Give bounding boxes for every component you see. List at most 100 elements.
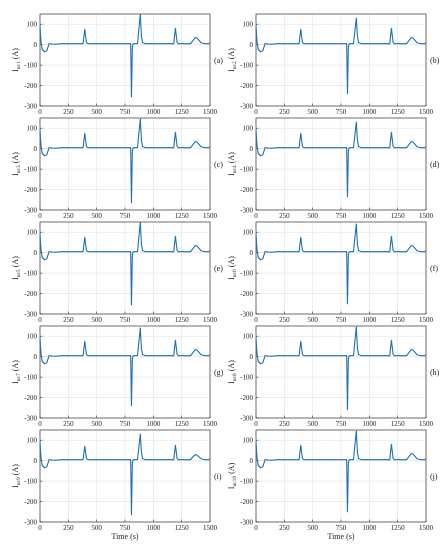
y-axis-label-main: I bbox=[227, 69, 236, 72]
x-tick-label: 500 bbox=[307, 420, 318, 428]
y-tick-label: 100 bbox=[27, 437, 38, 445]
y-axis-label-unit: (A) bbox=[227, 48, 236, 61]
panel-tag: (h) bbox=[430, 368, 440, 377]
series-line bbox=[39, 327, 210, 407]
panel-tag: (j) bbox=[430, 472, 438, 481]
x-tick-label: 1000 bbox=[146, 212, 161, 220]
x-axis-label: Time (s) bbox=[327, 532, 354, 541]
x-tick-label: 250 bbox=[63, 420, 74, 428]
y-tick-label: -300 bbox=[24, 206, 37, 214]
y-axis-label-subscript: uc1 bbox=[16, 61, 22, 69]
y-tick-label: 0 bbox=[250, 145, 254, 153]
y-axis-label-unit: (A) bbox=[11, 48, 20, 61]
y-tick-label: -300 bbox=[24, 518, 37, 526]
y-tick-label: -200 bbox=[24, 186, 37, 194]
x-tick-label: 500 bbox=[307, 108, 318, 116]
x-tick-label: 1250 bbox=[175, 524, 190, 532]
x-tick-label: 1500 bbox=[419, 524, 434, 532]
y-axis-label: Iuc8 (A) bbox=[227, 360, 238, 384]
series-line bbox=[255, 17, 426, 95]
x-tick-label: 500 bbox=[91, 108, 102, 116]
panel-tag: (a) bbox=[214, 56, 223, 65]
y-axis-label-main: I bbox=[11, 381, 20, 384]
y-tick-label: -100 bbox=[24, 477, 37, 485]
y-tick-label: -100 bbox=[240, 165, 253, 173]
x-tick-label: 0 bbox=[254, 212, 258, 220]
y-tick-label: -200 bbox=[240, 186, 253, 194]
y-tick-label: -300 bbox=[24, 102, 37, 110]
y-tick-label: 100 bbox=[243, 333, 254, 341]
x-tick-label: 250 bbox=[279, 316, 290, 324]
x-tick-label: 1250 bbox=[391, 212, 406, 220]
y-tick-label: -100 bbox=[24, 373, 37, 381]
x-tick-label: 0 bbox=[38, 524, 42, 532]
y-axis-label-unit: (A) bbox=[11, 256, 20, 269]
y-tick-label: -200 bbox=[24, 290, 37, 298]
y-tick-label: 100 bbox=[27, 125, 38, 133]
y-axis-label-subscript: uc5 bbox=[16, 269, 22, 277]
y-tick-label: -200 bbox=[24, 82, 37, 90]
x-tick-label: 750 bbox=[336, 524, 347, 532]
x-tick-label: 1250 bbox=[175, 420, 190, 428]
y-tick-label: 100 bbox=[243, 21, 254, 29]
x-tick-label: 0 bbox=[38, 108, 42, 116]
series-line bbox=[39, 221, 210, 306]
x-tick-label: 750 bbox=[336, 108, 347, 116]
y-tick-label: 100 bbox=[243, 125, 254, 133]
x-tick-label: 1500 bbox=[203, 108, 218, 116]
x-tick-label: 1250 bbox=[391, 316, 406, 324]
y-tick-label: -100 bbox=[240, 477, 253, 485]
x-tick-label: 500 bbox=[91, 524, 102, 532]
x-tick-label: 0 bbox=[38, 420, 42, 428]
y-axis-label-unit: (A) bbox=[227, 256, 236, 269]
x-tick-label: 750 bbox=[336, 316, 347, 324]
y-axis-label-main: I bbox=[227, 277, 236, 280]
y-tick-label: 0 bbox=[34, 457, 38, 465]
panel-tag: (g) bbox=[214, 368, 224, 377]
x-tick-label: 750 bbox=[336, 212, 347, 220]
y-tick-label: -200 bbox=[240, 394, 253, 402]
y-tick-label: -300 bbox=[240, 310, 253, 318]
x-tick-label: 1250 bbox=[175, 108, 190, 116]
panel-tag: (f) bbox=[430, 264, 438, 273]
y-tick-label: 100 bbox=[27, 21, 38, 29]
y-axis-label-subscript: uc3 bbox=[16, 165, 22, 173]
x-tick-label: 0 bbox=[254, 316, 258, 324]
x-tick-label: 250 bbox=[63, 212, 74, 220]
y-axis-label-subscript: uc4 bbox=[232, 165, 238, 173]
y-axis-label: Iuc2 (A) bbox=[227, 48, 238, 72]
x-tick-label: 1500 bbox=[203, 524, 218, 532]
x-tick-label: 1500 bbox=[203, 420, 218, 428]
panel-tag: (i) bbox=[214, 472, 222, 481]
y-axis-label-main: I bbox=[11, 485, 20, 488]
x-tick-label: 1000 bbox=[362, 524, 377, 532]
series-line bbox=[39, 118, 210, 204]
y-tick-label: -300 bbox=[240, 206, 253, 214]
y-tick-label: -100 bbox=[24, 61, 37, 69]
y-tick-label: -200 bbox=[24, 498, 37, 506]
y-axis-label-main: I bbox=[11, 277, 20, 280]
y-axis-label: Iuc9 (A) bbox=[11, 464, 22, 488]
y-axis-label-subscript: uc7 bbox=[16, 373, 22, 381]
x-tick-label: 500 bbox=[307, 212, 318, 220]
x-tick-label: 1000 bbox=[362, 420, 377, 428]
x-tick-label: 0 bbox=[254, 108, 258, 116]
y-tick-label: 0 bbox=[250, 249, 254, 257]
x-tick-label: 1500 bbox=[419, 212, 434, 220]
x-tick-label: 500 bbox=[91, 420, 102, 428]
x-tick-label: 500 bbox=[91, 316, 102, 324]
y-axis-label: Iuc3 (A) bbox=[11, 152, 22, 176]
y-axis-label-unit: (A) bbox=[11, 360, 20, 373]
y-tick-label: -100 bbox=[240, 373, 253, 381]
panel-tag: (e) bbox=[214, 264, 223, 273]
x-tick-label: 1250 bbox=[391, 420, 406, 428]
x-tick-label: 1500 bbox=[419, 316, 434, 324]
y-tick-label: -200 bbox=[24, 394, 37, 402]
x-tick-label: 1500 bbox=[203, 316, 218, 324]
